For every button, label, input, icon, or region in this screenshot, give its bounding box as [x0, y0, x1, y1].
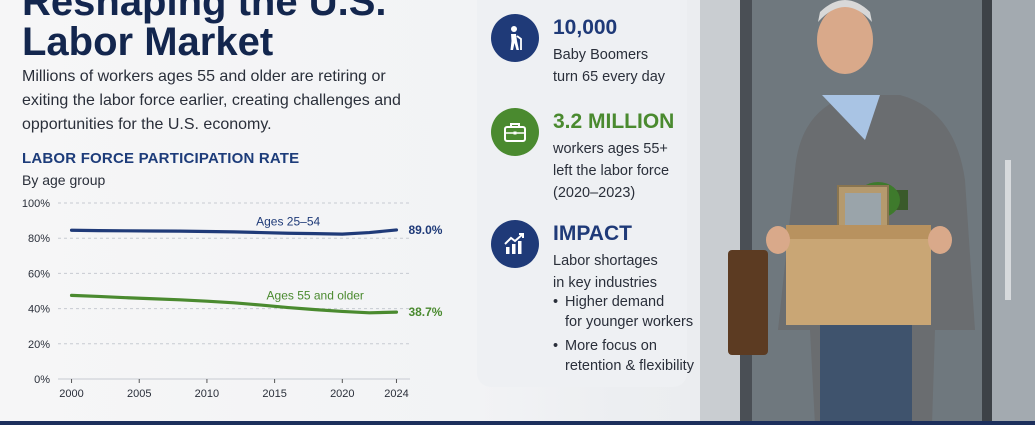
title-line-1: Reshaping the U.S.: [22, 0, 387, 24]
series-line: [69, 293, 399, 315]
title-line-2: Labor Market: [22, 20, 274, 64]
participation-chart: 0% 20% 40% 60% 80% 100% 2000 2005 2010 2015 2020 20…: [22, 198, 443, 400]
impact-bullet: Higher demand for younger workers: [553, 292, 694, 332]
series-line: [69, 228, 399, 236]
x-tick-label: 2015: [262, 388, 286, 400]
end-value-label: 89.0%: [408, 223, 442, 237]
y-tick-label: 20%: [28, 339, 50, 351]
y-tick-label: 80%: [28, 233, 50, 245]
x-tick-label: 2024: [384, 388, 408, 400]
stat-line: in key industries: [553, 275, 657, 291]
briefcase-icon: [504, 123, 526, 142]
elderly-person-icon: [510, 26, 522, 50]
bottom-rule: [0, 421, 1035, 425]
stats-panel: 10,000 Baby Boomers turn 65 every day 3.…: [477, 0, 694, 387]
bullet-line: for younger workers: [565, 314, 694, 330]
badge-workers-left: [491, 108, 539, 156]
y-tick-label: 100%: [22, 198, 50, 210]
stat-head-boomers: 10,000: [553, 16, 618, 39]
impact-bullets: Higher demand for younger workers More f…: [553, 292, 694, 380]
series-name-label: Ages 25–54: [256, 214, 320, 228]
chart-title: LABOR FORCE PARTICIPATION RATE: [22, 150, 300, 167]
bullet-line: retention & flexibility: [565, 358, 694, 374]
stat-body-impact: Labor shortages in key industries: [553, 250, 658, 294]
x-tick-label: 2005: [127, 388, 151, 400]
series-name-label: Ages 55 and older: [267, 289, 364, 303]
x-tick-label: 2010: [195, 388, 219, 400]
intro-paragraph: Millions of workers ages 55 and older ar…: [22, 68, 401, 133]
y-tick-label: 60%: [28, 268, 50, 280]
stat-line: (2020–2023): [553, 185, 636, 201]
stat-body-workers-left: workers ages 55+ left the labor force (2…: [553, 138, 669, 204]
stat-head-workers-left: 3.2 MILLION: [553, 110, 675, 133]
stat-line: left the labor force: [553, 163, 670, 179]
x-tick-label: 2020: [330, 388, 354, 400]
bullet-line: Higher demand: [565, 294, 665, 310]
retiree-photo: [700, 0, 1035, 425]
stat-body-boomers: Baby Boomers turn 65 every day: [553, 44, 665, 88]
y-tick-label: 40%: [28, 304, 50, 316]
stat-line: turn 65 every day: [553, 69, 666, 85]
stat-line: Labor shortages: [553, 253, 658, 269]
badge-boomers: [491, 14, 539, 62]
page-title: Reshaping the U.S. Labor Market: [22, 0, 482, 62]
stat-line: Baby Boomers: [553, 47, 649, 63]
y-tick-label: 0%: [34, 374, 50, 386]
end-value-label: 38.7%: [408, 305, 442, 319]
growth-chart-icon: [504, 233, 524, 254]
chart-subtitle: By age group: [22, 172, 106, 188]
badge-impact: [491, 220, 539, 268]
x-tick-label: 2000: [59, 388, 83, 400]
bullet-line: More focus on: [565, 338, 657, 354]
impact-bullet: More focus on retention & flexibility: [553, 336, 694, 376]
stat-line: workers ages 55+: [553, 141, 668, 157]
stat-head-impact: IMPACT: [553, 222, 632, 245]
